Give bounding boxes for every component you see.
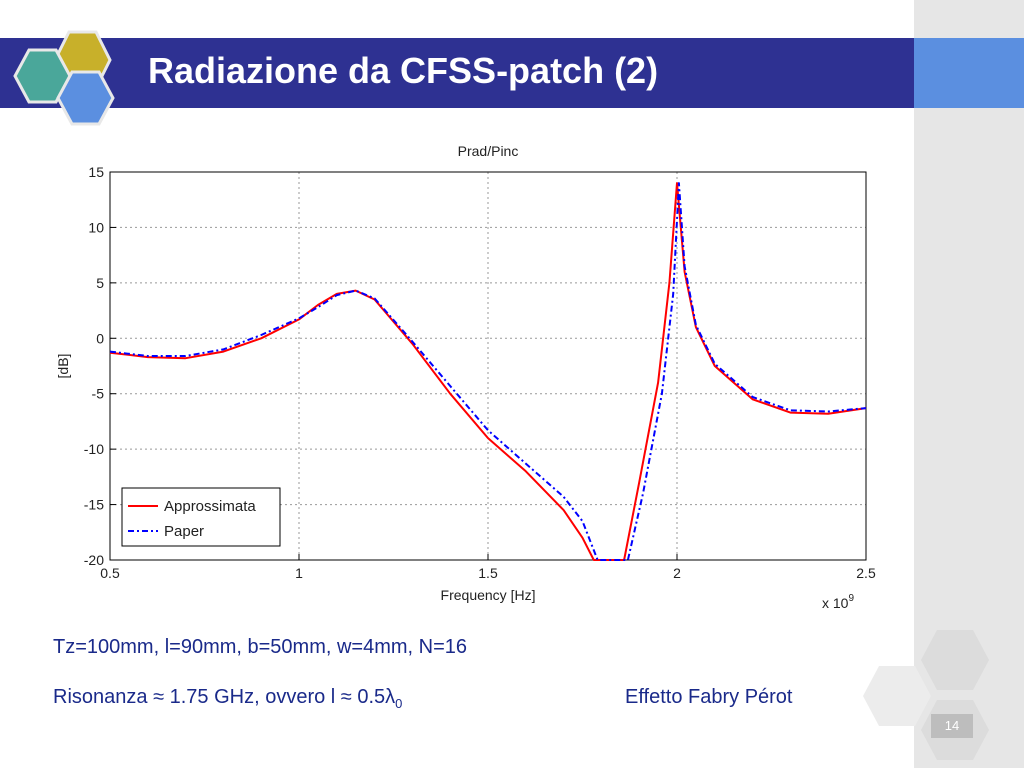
x-tick-label: 2.5 — [856, 565, 876, 581]
x-multiplier-base: x 10 — [822, 595, 849, 611]
y-tick-label: 5 — [96, 275, 104, 291]
resonance-text: Risonanza ≈ 1.75 GHz, ovvero l ≈ 0.5λ0 — [53, 686, 402, 711]
y-tick-label: -10 — [84, 441, 104, 457]
hexagon-blue — [56, 70, 115, 126]
legend-box — [121, 487, 281, 547]
y-tick-label: 15 — [88, 164, 104, 180]
resonance-value: 1.75 GHz, ovvero l — [164, 686, 341, 708]
x-multiplier-exp: 9 — [848, 593, 854, 604]
chart-series — [109, 182, 867, 561]
title-bar-accent — [914, 38, 1024, 108]
approx-symbol: ≈ — [153, 686, 165, 708]
resonance-prefix: Risonanza — [53, 686, 154, 708]
x-tick-label: 2 — [673, 565, 681, 581]
title-bar — [0, 38, 914, 108]
series-line-paper — [109, 182, 867, 561]
legend-label-paper: Paper — [164, 523, 204, 540]
y-tick-label: 10 — [88, 219, 104, 235]
decorative-hexagon-left — [863, 666, 931, 726]
chart-ticks: 0.5 1 1.5 2 2.5 15 10 5 0 -5 -10 -15 -20 — [84, 164, 876, 581]
prad-pinc-chart: 0.5 1 1.5 2 2.5 15 10 5 0 -5 -10 -15 -20 Prad/Pinc F… — [55, 143, 876, 611]
approx-symbol-2: ≈ — [340, 686, 352, 708]
x-tick-label: 0.5 — [100, 565, 120, 581]
x-axis-label: Frequency [Hz] — [441, 587, 536, 603]
page-number: 14 — [931, 714, 973, 738]
y-tick-label: -20 — [84, 552, 104, 568]
x-multiplier-label: x 109 — [822, 593, 854, 611]
x-tick-label: 1 — [295, 565, 303, 581]
parameters-text: Tz=100mm, l=90mm, b=50mm, w=4mm, N=16 — [53, 636, 468, 658]
chart-legend: Approssimata Paper — [121, 487, 281, 547]
y-axis-label: [dB] — [55, 354, 71, 379]
decorative-hexagon-top — [921, 630, 989, 690]
lambda-subscript: 0 — [395, 696, 403, 711]
chart-title: Prad/Pinc — [458, 143, 519, 159]
legend-label-approssimata: Approssimata — [164, 498, 256, 515]
hexagon-teal — [13, 48, 72, 104]
x-tick-label: 1.5 — [478, 565, 498, 581]
y-tick-label: -15 — [84, 497, 104, 513]
series-line-approssimata — [109, 182, 867, 561]
fabry-perot-text: Effetto Fabry Pérot — [625, 686, 793, 708]
hexagon-logo — [13, 30, 115, 126]
lambda-text: 0.5λ — [351, 686, 396, 708]
y-tick-label: 0 — [96, 330, 104, 346]
slide-title: Radiazione da CFSS-patch (2) — [148, 50, 659, 91]
y-tick-label: -5 — [92, 386, 105, 402]
